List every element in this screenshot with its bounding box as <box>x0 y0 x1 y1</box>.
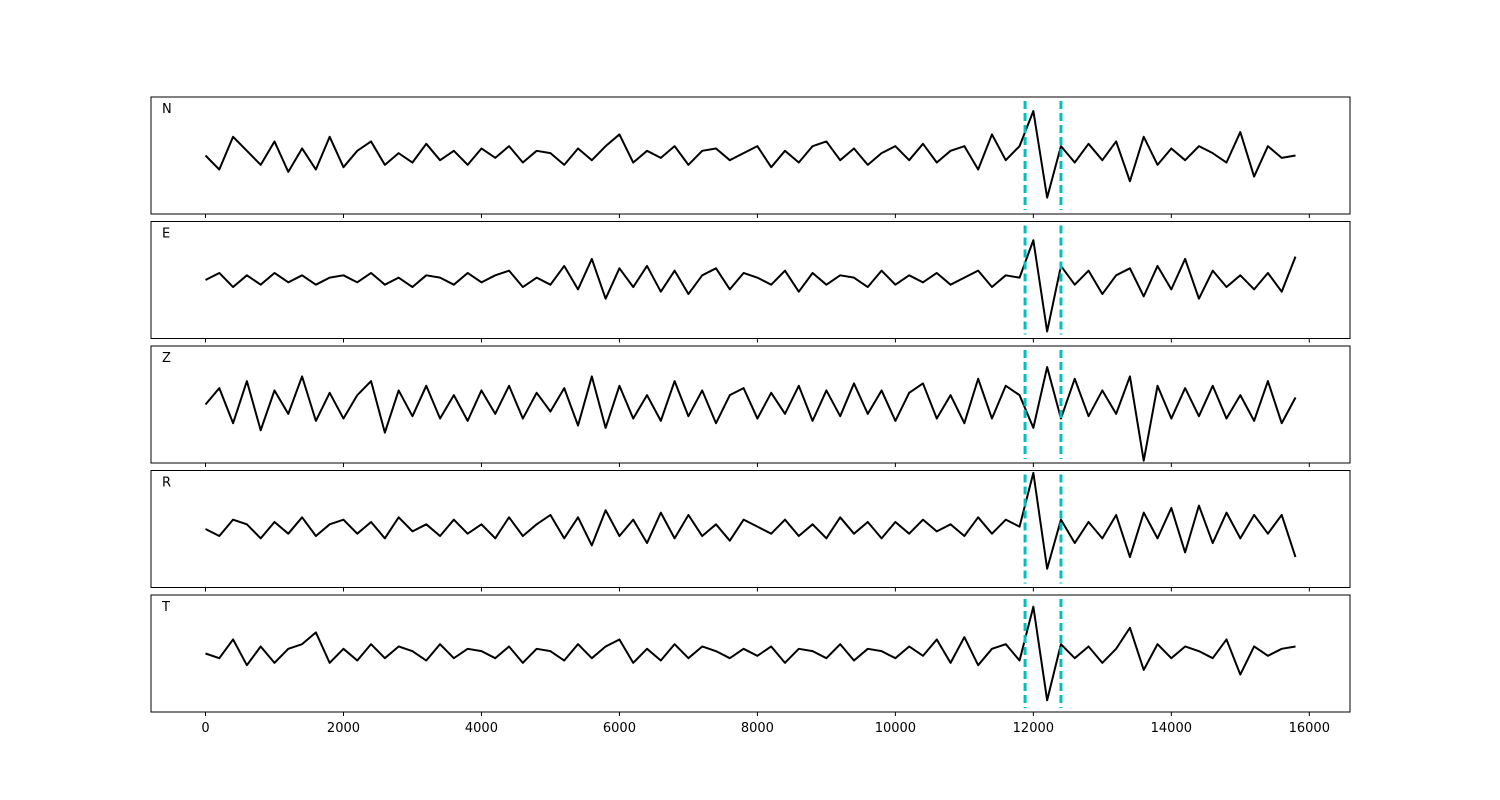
trace <box>205 605 1296 702</box>
trace <box>205 471 1297 570</box>
panel-label: N <box>162 102 172 117</box>
panel-label: Z <box>162 351 171 366</box>
x-tick-label: 14000 <box>1151 721 1192 736</box>
x-tick-label: 10000 <box>875 721 916 736</box>
trace <box>204 110 1296 199</box>
x-tick-label: 6000 <box>603 721 636 736</box>
panel-frame <box>150 345 1351 464</box>
trace <box>204 366 1297 462</box>
panel-frame <box>150 221 1351 339</box>
trace <box>205 239 1297 333</box>
x-tick-label: 16000 <box>1289 721 1330 736</box>
panel-frame <box>150 470 1351 588</box>
x-tick-label: 8000 <box>741 721 774 736</box>
x-tick-label: 0 <box>201 721 209 736</box>
panel-label: T <box>161 600 170 615</box>
panel-frame <box>150 96 1351 215</box>
panel-label: E <box>162 227 170 242</box>
panel-frame <box>150 594 1351 713</box>
panel-label: R <box>162 476 171 491</box>
x-tick-label: 12000 <box>1013 721 1054 736</box>
x-tick-label: 2000 <box>327 721 360 736</box>
x-tick-label: 4000 <box>465 721 498 736</box>
